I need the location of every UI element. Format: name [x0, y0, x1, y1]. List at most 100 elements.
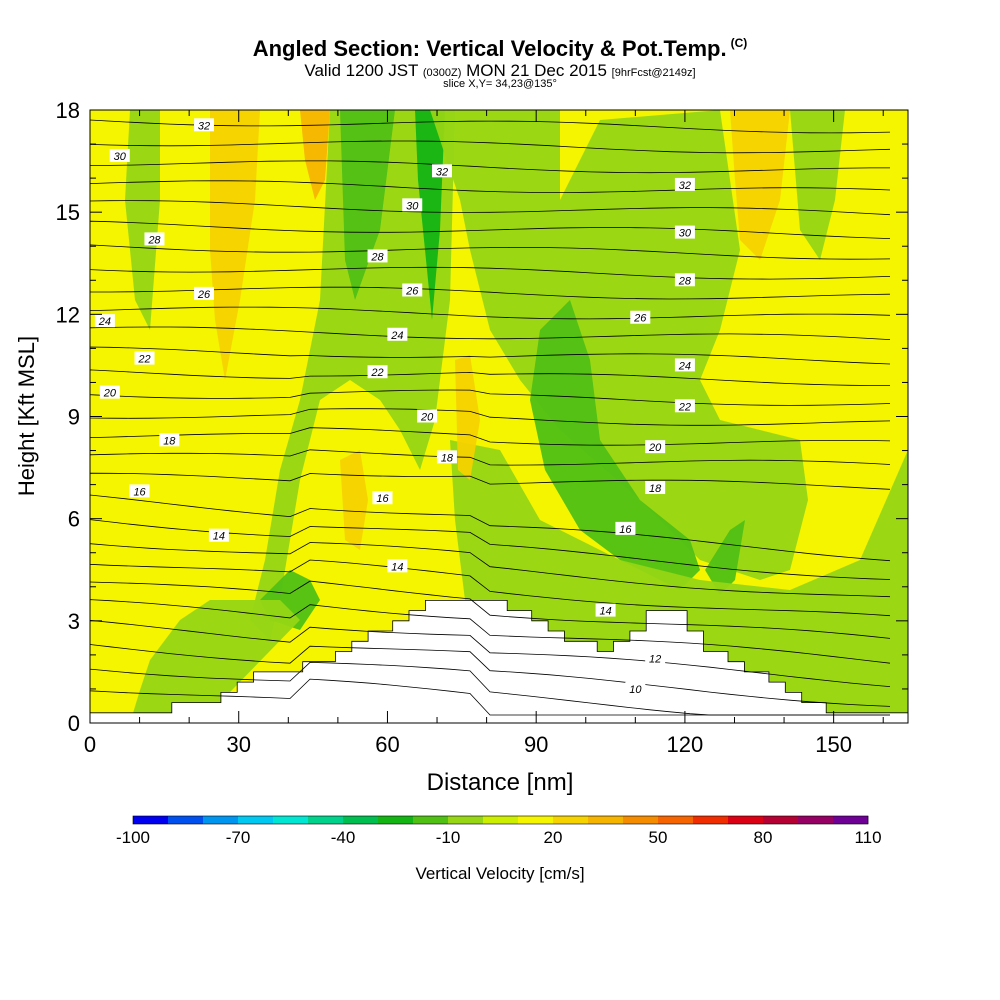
- y-tick-label: 12: [56, 302, 80, 327]
- contour-label-text: 14: [391, 561, 403, 573]
- colorbar-swatch: [168, 816, 204, 824]
- contour-label-bg: [402, 198, 423, 212]
- contour-label: 22: [134, 351, 155, 366]
- velocity-region: [790, 110, 845, 260]
- velocity-region: [210, 110, 260, 380]
- contour-label-bg: [674, 225, 695, 239]
- theta-contour: [90, 519, 891, 580]
- contour-label-bg: [99, 385, 120, 399]
- contour-label-bg: [674, 177, 695, 191]
- colorbar: [132, 815, 869, 825]
- y-tick-label: 18: [56, 98, 80, 123]
- contour-label-text: 18: [441, 452, 454, 464]
- contour-label-text: 22: [137, 354, 150, 366]
- contour-label-text: 16: [133, 486, 146, 498]
- colorbar-swatch: [833, 816, 869, 824]
- theta-contour: [90, 200, 891, 216]
- contour-label-text: 20: [648, 442, 662, 454]
- contour-label-bg: [144, 232, 165, 246]
- contour-label-text: 20: [420, 412, 434, 424]
- contour-label: 30: [674, 225, 695, 240]
- colorbar-swatch: [133, 816, 169, 824]
- contour-label-bg: [194, 286, 215, 300]
- contour-label-bg: [208, 528, 229, 542]
- theta-contour: [90, 599, 891, 664]
- colorbar-swatch: [483, 816, 519, 824]
- contour-label-bg: [194, 118, 215, 132]
- colorbar-swatch: [658, 816, 694, 824]
- potential-temperature-contours: [90, 119, 891, 716]
- axes: 0 30 60 90 120 150 0 3 6 9 12 15 18: [56, 98, 908, 757]
- contour-label-bg: [674, 358, 695, 372]
- x-axis-label: Distance [nm]: [427, 769, 574, 796]
- y-tick-label: 6: [68, 507, 80, 532]
- contour-label: 32: [431, 164, 452, 178]
- contour-label-bg: [615, 521, 636, 535]
- contour-label: 20: [417, 409, 438, 424]
- contour-label-bg: [625, 681, 646, 695]
- contour-label-text: 28: [147, 234, 161, 246]
- colorbar-swatch: [518, 816, 554, 824]
- contour-label-text: 26: [405, 285, 419, 297]
- contour-label: 26: [194, 286, 215, 301]
- colorbar-swatch: [238, 816, 274, 824]
- velocity-region: [340, 110, 395, 300]
- x-tick-label: 60: [375, 732, 399, 757]
- contour-label-bg: [674, 273, 695, 287]
- slice-info: slice X,Y= 34,23@135°: [443, 78, 557, 90]
- contour-label-bg: [431, 164, 452, 178]
- theta-contour: [90, 449, 891, 466]
- contour-label: 14: [208, 528, 229, 543]
- contour-label-bg: [674, 399, 695, 413]
- velocity-region: [430, 110, 808, 580]
- valid-time-line: Valid 1200 JST (0300Z) MON 21 Dec 2015 […: [0, 61, 1000, 81]
- colorbar-tick-label: -100: [115, 828, 151, 847]
- contour-label: 14: [595, 603, 616, 618]
- y-tick-label: 15: [56, 200, 80, 225]
- contour-label-text: 16: [619, 524, 632, 536]
- contour-label: 20: [99, 385, 120, 400]
- colorbar-tick-label: -70: [225, 828, 251, 847]
- colorbar-swatch: [203, 816, 239, 824]
- contour-label-text: 12: [649, 653, 661, 665]
- contour-label-bg: [436, 450, 457, 464]
- contour-label-text: 14: [599, 606, 611, 618]
- theta-contour: [90, 619, 891, 687]
- contour-label-bg: [645, 651, 666, 665]
- colorbar-frame: [132, 815, 869, 825]
- contour-label-text: 30: [114, 151, 127, 163]
- y-axis-label: Height [Kft MSL]: [14, 336, 39, 496]
- colorbar-swatch: [693, 816, 729, 824]
- contour-label-bg: [129, 484, 150, 498]
- x-tick-label: 120: [667, 732, 704, 757]
- contour-label-text: 22: [370, 367, 383, 379]
- colorbar-swatch: [588, 816, 624, 824]
- contour-label: 10: [625, 681, 646, 696]
- colorbar-swatch: [378, 816, 414, 824]
- contour-label-text: 10: [629, 684, 642, 696]
- contour-label-text: 30: [406, 200, 419, 212]
- theta-contour: [90, 119, 891, 134]
- velocity-region: [415, 110, 445, 320]
- colorbar-swatch: [763, 816, 799, 824]
- contour-label-bg: [387, 327, 408, 341]
- contour-label-text: 24: [98, 316, 111, 328]
- colorbar-tick-label: 20: [543, 828, 563, 847]
- contour-label: 30: [109, 148, 130, 163]
- contour-label-text: 20: [103, 388, 117, 400]
- contour-label-bg: [595, 603, 616, 617]
- theta-contour: [90, 678, 890, 716]
- theta-contour: [90, 559, 891, 617]
- colorbar-title: Vertical Velocity [cm/s]: [415, 864, 585, 883]
- colorbar-swatch: [798, 816, 834, 824]
- contour-label: 28: [674, 273, 695, 287]
- contour-label-bg: [645, 481, 666, 495]
- contour-label: 24: [387, 327, 408, 342]
- theta-contour: [90, 369, 890, 386]
- x-tick-label: 0: [84, 732, 96, 757]
- contour-label-text: 18: [163, 435, 176, 447]
- contour-label: 14: [387, 559, 408, 573]
- contour-label-text: 32: [198, 120, 210, 132]
- theta-contour: [90, 346, 891, 365]
- y-tick-label: 3: [68, 609, 80, 634]
